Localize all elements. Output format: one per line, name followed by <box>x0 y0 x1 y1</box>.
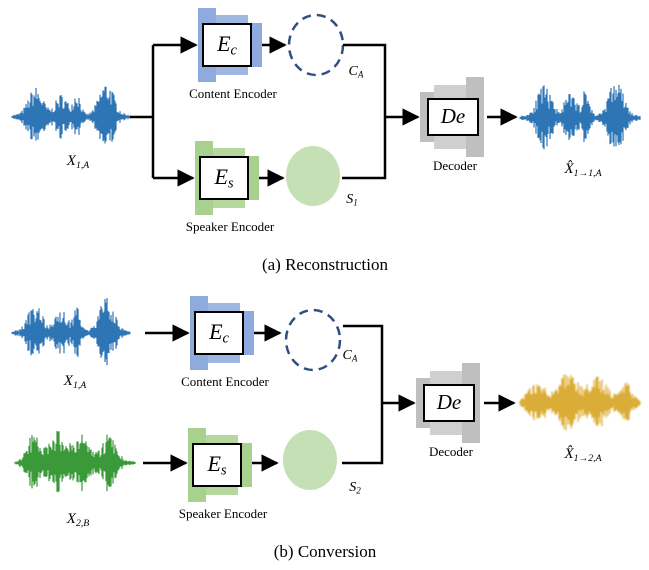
symbol-sub: A <box>351 354 358 364</box>
symbol-main: E <box>206 451 221 476</box>
figure: X1,A Ec Content Encoder CA Es Speaker Encoder… <box>0 0 649 570</box>
symbol-main: E <box>213 164 228 189</box>
content-code <box>286 310 340 370</box>
decoder-symbol: De <box>436 390 462 414</box>
symbol-sub: 1 <box>353 198 358 208</box>
input-label: X2,B <box>66 511 89 529</box>
content-code-label: CA <box>349 64 364 79</box>
speaker-code-label: S1 <box>346 192 358 207</box>
connector <box>342 326 382 463</box>
waveform <box>520 85 640 149</box>
symbol-main: E <box>208 319 223 344</box>
encoder-label: Speaker Encoder <box>186 219 275 234</box>
symbol-sub: s <box>221 463 227 479</box>
input-label: X1,A <box>66 153 89 171</box>
symbol-sub: 1,A <box>76 160 89 171</box>
symbol-sub: s <box>228 176 234 192</box>
waveform <box>15 431 135 492</box>
symbol-sub: c <box>223 331 230 347</box>
symbol-sub: c <box>231 43 238 59</box>
page: {"panel_a": { "caption": "(a) Reconstruc… <box>0 0 649 570</box>
waveform <box>12 87 130 144</box>
input-label: X1,A <box>63 373 86 391</box>
caption: (a) Reconstruction <box>262 255 389 274</box>
decoder-label: Decoder <box>433 158 478 173</box>
output-label: X̂1→2,A <box>563 446 601 464</box>
symbol-main: S <box>349 480 356 495</box>
symbol-sub: 1→2,A <box>574 453 602 464</box>
symbol-sub: 2,B <box>76 518 89 529</box>
symbol-sub: 1→1,A <box>574 168 602 179</box>
symbol-main: E <box>216 31 231 56</box>
decoder-symbol: De <box>440 104 466 128</box>
content-code <box>289 15 343 75</box>
caption: (b) Conversion <box>274 542 377 561</box>
symbol-sub: A <box>357 70 364 80</box>
speaker-code-label: S2 <box>349 480 361 495</box>
encoder-label: Content Encoder <box>189 86 277 101</box>
content-code-label: CA <box>343 348 358 363</box>
decoder-label: Decoder <box>429 444 474 459</box>
encoder-label: Content Encoder <box>181 374 269 389</box>
speaker-code <box>286 146 340 206</box>
symbol-sub: 2 <box>356 486 361 496</box>
symbol-sub: 1,A <box>73 380 86 391</box>
output-label: X̂1→1,A <box>563 161 601 179</box>
waveform <box>12 298 130 365</box>
waveform <box>520 374 640 430</box>
speaker-code <box>283 430 337 490</box>
encoder-label: Speaker Encoder <box>179 506 268 521</box>
symbol-main: S <box>346 192 353 207</box>
